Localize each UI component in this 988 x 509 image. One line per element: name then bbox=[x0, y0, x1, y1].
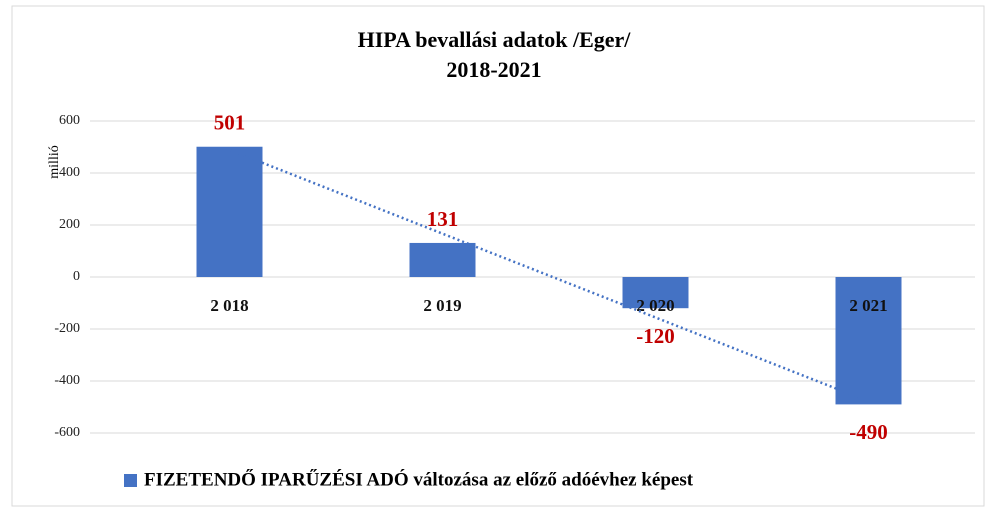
bar bbox=[622, 277, 689, 309]
y-tick-label: -200 bbox=[54, 321, 80, 336]
bar bbox=[409, 242, 476, 277]
data-label: -490 bbox=[849, 420, 888, 444]
bar bbox=[835, 277, 902, 405]
data-label: -120 bbox=[636, 324, 675, 348]
y-tick-label: -400 bbox=[54, 373, 80, 388]
bar bbox=[196, 146, 263, 277]
chart-subtitle: 2018-2021 bbox=[446, 57, 541, 82]
chart-border bbox=[11, 5, 985, 507]
chart-title: HIPA bevallási adatok /Eger/ bbox=[358, 27, 632, 52]
y-tick-label: 0 bbox=[73, 269, 80, 284]
x-tick-label: 2 018 bbox=[210, 296, 248, 315]
y-tick-label: 600 bbox=[59, 113, 80, 128]
legend-swatch bbox=[124, 474, 137, 487]
y-tick-label: -600 bbox=[54, 425, 80, 440]
legend-label: FIZETENDŐ IPARŰZÉSI ADÓ változása az elő… bbox=[144, 468, 694, 490]
y-axis-label: millió bbox=[47, 145, 62, 178]
y-tick-label: 200 bbox=[59, 217, 80, 232]
x-tick-label: 2 020 bbox=[636, 296, 674, 315]
data-label: 131 bbox=[427, 207, 459, 231]
x-tick-label: 2 019 bbox=[423, 296, 461, 315]
data-label: 501 bbox=[214, 111, 246, 135]
x-tick-label: 2 021 bbox=[849, 296, 887, 315]
y-tick-label: 400 bbox=[59, 165, 80, 180]
